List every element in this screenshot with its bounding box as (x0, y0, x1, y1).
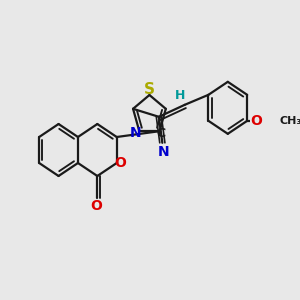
Text: N: N (130, 126, 142, 140)
Text: O: O (91, 199, 102, 213)
Text: N: N (158, 145, 170, 159)
Text: C: C (156, 127, 165, 140)
Text: S: S (144, 82, 155, 97)
Text: O: O (114, 156, 126, 170)
Text: O: O (250, 114, 262, 128)
Text: H: H (175, 89, 186, 102)
Text: CH₃: CH₃ (280, 116, 300, 126)
